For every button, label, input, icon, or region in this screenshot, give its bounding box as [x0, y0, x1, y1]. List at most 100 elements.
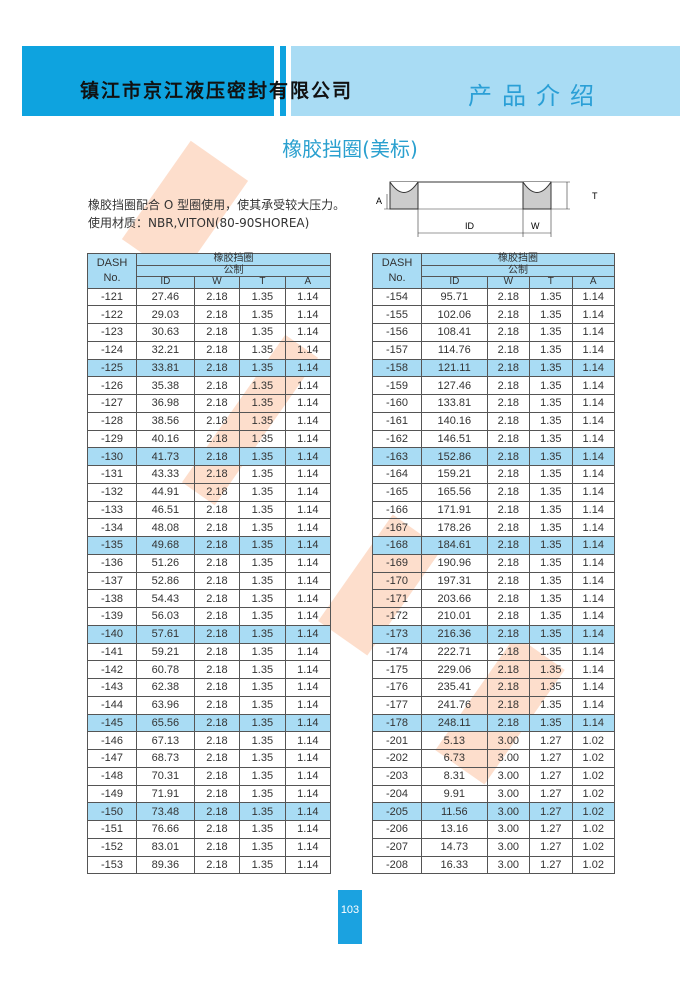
- table-cell: 1.35: [529, 323, 573, 342]
- table-cell: -173: [372, 624, 422, 644]
- table-cell: 1.27: [529, 802, 573, 821]
- table-cell: 1.14: [284, 536, 332, 555]
- table-cell: 1.35: [529, 447, 573, 466]
- table-cell: -203: [372, 766, 422, 786]
- table-cell: -159: [372, 376, 422, 395]
- table-cell: 14.73: [421, 837, 488, 857]
- table-cell: 76.66: [136, 820, 195, 839]
- table-row: -203 8.31 3.00 1.27 1.02: [372, 766, 616, 786]
- table-row: -148 70.31 2.18 1.35 1.14: [87, 766, 332, 786]
- table-cell: 2.18: [193, 624, 241, 644]
- table-cell: 1.14: [284, 394, 332, 413]
- table-cell: 68.73: [136, 749, 195, 768]
- table-row: -131 43.33 2.18 1.35 1.14: [87, 465, 332, 484]
- column-header: ID: [421, 276, 488, 289]
- table-cell: 1.14: [571, 305, 616, 324]
- table-cell: 2.18: [486, 323, 531, 342]
- table-cell: 89.36: [136, 855, 195, 875]
- table-cell: 1.14: [284, 500, 332, 520]
- table-cell: 216.36: [421, 624, 488, 644]
- table-cell: 1.14: [284, 411, 332, 431]
- table-cell: -161: [372, 411, 422, 431]
- table-cell: 71.91: [136, 784, 195, 804]
- table-cell: 1.14: [571, 713, 616, 733]
- table-cell: 1.35: [529, 394, 573, 413]
- table-cell: 2.18: [486, 429, 531, 449]
- table-cell: 27.46: [136, 287, 195, 307]
- table-cell: -155: [372, 305, 422, 324]
- table-cell: 67.13: [136, 731, 195, 750]
- table-cell: 2.18: [193, 518, 241, 537]
- table-row: -136 51.26 2.18 1.35 1.14: [87, 553, 332, 573]
- table-cell: 2.18: [193, 766, 241, 786]
- table-row: -178 248.11 2.18 1.35 1.14: [372, 713, 616, 733]
- dim-label-id: ID: [465, 221, 475, 231]
- table-cell: 1.35: [239, 394, 286, 413]
- table-cell: 1.35: [529, 678, 573, 697]
- table-cell: 1.14: [571, 411, 616, 431]
- table-cell: 3.00: [486, 802, 531, 821]
- table-cell: 2.18: [193, 678, 241, 697]
- table-cell: -178: [372, 713, 422, 733]
- table-cell: 1.14: [284, 713, 332, 733]
- table-cell: 83.01: [136, 837, 195, 857]
- table-cell: -160: [372, 394, 422, 413]
- table-cell: 1.14: [284, 607, 332, 626]
- table-cell: -172: [372, 607, 422, 626]
- table-cell: 2.18: [193, 447, 241, 466]
- table-cell: 35.38: [136, 376, 195, 395]
- table-cell: -127: [87, 394, 137, 413]
- table-cell: 2.18: [486, 607, 531, 626]
- table-cell: 3.00: [486, 766, 531, 786]
- table-cell: -123: [87, 323, 137, 342]
- table-cell: 43.33: [136, 465, 195, 484]
- table-row: -138 54.43 2.18 1.35 1.14: [87, 589, 332, 608]
- table-cell: 197.31: [421, 571, 488, 591]
- table-cell: 1.14: [284, 802, 332, 821]
- table-cell: 1.35: [529, 518, 573, 537]
- table-cell: 1.35: [239, 376, 286, 395]
- table-cell: 1.35: [529, 571, 573, 591]
- table-cell: 1.35: [239, 323, 286, 342]
- table-row: -177 241.76 2.18 1.35 1.14: [372, 695, 616, 715]
- table-cell: 1.14: [284, 766, 332, 786]
- table-row: -204 9.91 3.00 1.27 1.02: [372, 784, 616, 804]
- table-cell: 2.18: [193, 465, 241, 484]
- table-cell: -153: [87, 855, 137, 875]
- table-cell: 248.11: [421, 713, 488, 733]
- header-unit: 公制: [136, 264, 331, 277]
- table-row: -207 14.73 3.00 1.27 1.02: [372, 837, 616, 857]
- header-group: 橡胶挡圈: [421, 253, 615, 266]
- table-row: -143 62.38 2.18 1.35 1.14: [87, 678, 332, 697]
- table-cell: 1.14: [571, 660, 616, 679]
- table-row: -201 5.13 3.00 1.27 1.02: [372, 731, 616, 750]
- table-cell: 1.14: [284, 340, 332, 360]
- table-cell: 2.18: [486, 660, 531, 679]
- table-cell: 16.33: [421, 855, 488, 875]
- table-cell: 1.14: [284, 482, 332, 502]
- table-cell: 1.35: [529, 411, 573, 431]
- table-cell: 222.71: [421, 642, 488, 662]
- table-cell: 1.35: [239, 820, 286, 839]
- table-cell: 1.14: [284, 660, 332, 679]
- header-no-label: No.: [103, 271, 121, 284]
- table-cell: 1.14: [571, 518, 616, 537]
- table-row: -170 197.31 2.18 1.35 1.14: [372, 571, 616, 591]
- table-row: -158 121.11 2.18 1.35 1.14: [372, 358, 616, 378]
- table-row: -159 127.46 2.18 1.35 1.14: [372, 376, 616, 395]
- dim-label-t: T: [592, 191, 598, 201]
- table-cell: 1.35: [529, 695, 573, 715]
- table-cell: 1.14: [284, 855, 332, 875]
- table-cell: 1.14: [571, 323, 616, 342]
- table-cell: 2.18: [486, 305, 531, 324]
- table-cell: 70.31: [136, 766, 195, 786]
- table-cell: 2.18: [193, 500, 241, 520]
- company-name: 镇江市京江液压密封有限公司: [80, 80, 354, 102]
- table-cell: 1.35: [529, 287, 573, 307]
- table-cell: 2.18: [193, 376, 241, 395]
- header-band-light: [291, 46, 680, 116]
- table-row: -132 44.91 2.18 1.35 1.14: [87, 482, 332, 502]
- table-cell: 1.27: [529, 837, 573, 857]
- table-cell: 1.02: [571, 837, 616, 857]
- table-cell: 2.18: [193, 820, 241, 839]
